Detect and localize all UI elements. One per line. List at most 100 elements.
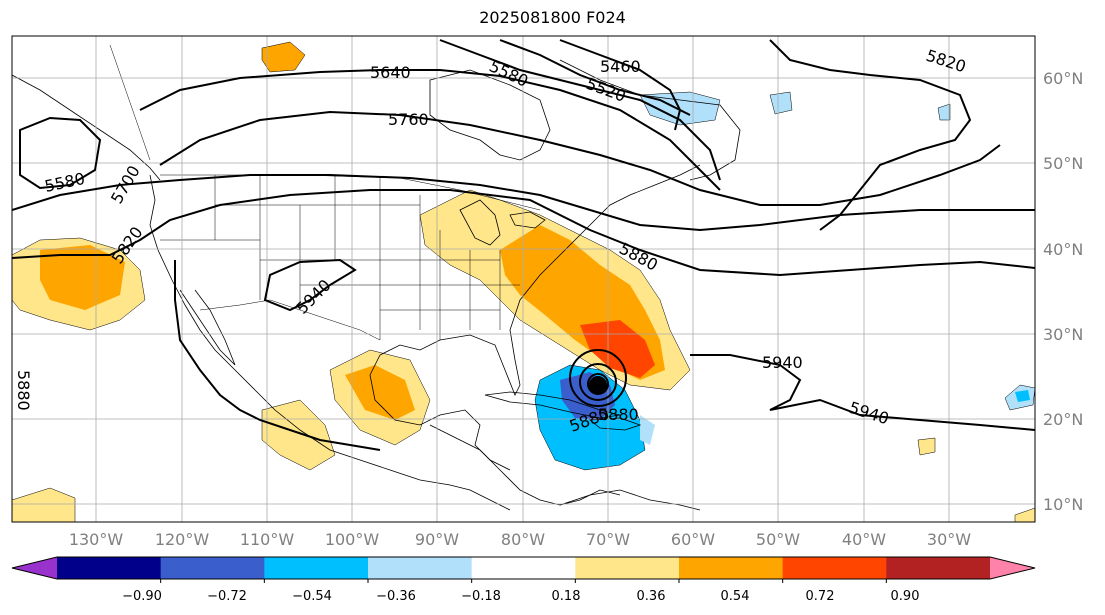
colorbar-segment xyxy=(679,557,784,579)
lon-label: 100°W xyxy=(325,530,380,549)
contour-low-ring-2 xyxy=(579,363,618,401)
contour-label: 5880 xyxy=(598,405,639,424)
colorbar-segment xyxy=(160,557,265,579)
colorbar-tick-label: 0.36 xyxy=(637,589,666,604)
contour-label: 5940 xyxy=(762,353,803,372)
pos-anomaly-alaska xyxy=(261,41,306,73)
map-title: 2025081800 F024 xyxy=(479,8,626,27)
lon-label: 70°W xyxy=(586,530,630,549)
colorbar-segment xyxy=(575,557,680,579)
height-contours xyxy=(12,39,1035,451)
pos-anomaly-far-east xyxy=(1014,507,1035,522)
contour-5820-south xyxy=(12,174,1035,232)
coastline-alaska xyxy=(12,74,161,181)
coastline-cuba xyxy=(484,391,621,419)
colorbar-tick-label: 0.90 xyxy=(891,589,920,604)
gridlines xyxy=(12,36,1035,522)
colorbar-tick-label: −0.18 xyxy=(461,589,501,604)
contour-low-ring-1 xyxy=(569,349,628,407)
hurricane-core xyxy=(589,376,607,394)
pos-anomaly-swmexico xyxy=(261,399,336,471)
lon-label: 30°W xyxy=(927,530,971,549)
neg-anomaly-bahamas-edge xyxy=(640,415,655,445)
border-alaska xyxy=(109,44,151,161)
contour-label: 5820 xyxy=(924,46,969,77)
lat-label: 10°N xyxy=(1043,495,1083,514)
contour-5580-pacific xyxy=(19,116,102,190)
contour-5640 xyxy=(139,69,721,191)
contour-label: 5940 xyxy=(292,276,334,318)
coastline-baja xyxy=(179,289,236,366)
neg-anomaly-greenland-small xyxy=(937,103,951,121)
coastline-south-america xyxy=(559,489,701,511)
pos-anomaly-pacific-south xyxy=(12,487,76,522)
colorbar-tick-label: 0.72 xyxy=(806,589,835,604)
contour-label: 5820 xyxy=(108,223,147,267)
colorbar-segment xyxy=(782,557,887,579)
lat-label: 50°N xyxy=(1043,154,1083,173)
neg-anomaly-north-atlantic xyxy=(769,91,793,115)
lat-label: 20°N xyxy=(1043,410,1083,429)
colorbar xyxy=(11,556,1036,583)
neg-anomaly-east-core xyxy=(1015,390,1030,402)
contour-5940 xyxy=(263,258,357,312)
colorbar-segment xyxy=(264,557,369,579)
contour-5880-main xyxy=(12,189,1035,277)
colorbar-outline xyxy=(11,556,1036,580)
contour-5880-south xyxy=(174,260,381,451)
coastline-great-lakes xyxy=(459,199,546,246)
lon-label: 60°W xyxy=(671,530,715,549)
lon-axis-labels: 130°W 120°W 110°W 100°W 90°W 80°W 70°W 6… xyxy=(69,530,971,549)
colorbar-extend-min xyxy=(12,557,57,579)
coastlines xyxy=(12,59,741,511)
contour-label: 5880 xyxy=(14,370,33,411)
contour-5820-north xyxy=(769,39,972,231)
coastline-hudson xyxy=(429,69,551,161)
pos-anomaly-atlantic-small xyxy=(917,437,936,456)
colorbar-tick-label: 0.54 xyxy=(721,589,750,604)
colorbar-tick-label: −0.72 xyxy=(207,589,247,604)
colorbar-segment xyxy=(368,557,473,579)
colorbar-tick-label: −0.90 xyxy=(122,589,162,604)
coastline-florida xyxy=(439,164,701,396)
colorbar-tick-labels: −0.90 −0.72 −0.54 −0.36 −0.18 0.18 0.36 … xyxy=(122,589,919,604)
coastline-labrador xyxy=(559,59,741,181)
contour-label: 5760 xyxy=(388,110,429,129)
contour-label: 5460 xyxy=(600,57,641,76)
shaded-fields xyxy=(12,41,1035,522)
colorbar-segment xyxy=(886,557,991,579)
colorbar-tick-label: 0.18 xyxy=(552,589,581,604)
colorbar-extend-max xyxy=(990,557,1035,579)
colorbar-tick-label: −0.36 xyxy=(376,589,416,604)
lon-label: 50°W xyxy=(756,530,800,549)
map-frame xyxy=(11,35,1036,523)
contour-5940-atlantic xyxy=(690,354,1035,431)
contour-5580-north xyxy=(439,39,721,181)
contour-5520 xyxy=(499,39,691,116)
colorbar-segment xyxy=(57,557,162,579)
lat-label: 30°N xyxy=(1043,325,1083,344)
border-states-2 xyxy=(160,204,520,311)
pos-anomaly-pacific-mid xyxy=(40,245,125,310)
lon-label: 110°W xyxy=(240,530,295,549)
lon-label: 90°W xyxy=(415,530,459,549)
pos-anomaly-eastcoast-core xyxy=(580,320,655,378)
political-borders xyxy=(109,44,541,341)
lon-label: 40°W xyxy=(842,530,886,549)
lat-axis-labels: 60°N 50°N 40°N 30°N 20°N 10°N xyxy=(1043,69,1083,514)
pos-anomaly-mexico-mid xyxy=(345,365,415,420)
contour-low-ring-3 xyxy=(587,373,610,395)
contour-label: 5580 xyxy=(486,56,531,90)
lon-label: 80°W xyxy=(501,530,545,549)
coastline-hispaniola xyxy=(588,417,642,431)
colorbar-tick-label: −0.54 xyxy=(292,589,332,604)
lat-label: 60°N xyxy=(1043,69,1083,88)
contour-label: 5700 xyxy=(107,162,144,207)
coastline-west-coast xyxy=(149,174,511,511)
contour-label: 5640 xyxy=(370,63,411,82)
lon-label: 120°W xyxy=(155,530,210,549)
lat-label: 40°N xyxy=(1043,240,1083,259)
contour-5460 xyxy=(559,39,682,131)
colorbar-segment xyxy=(471,557,576,579)
